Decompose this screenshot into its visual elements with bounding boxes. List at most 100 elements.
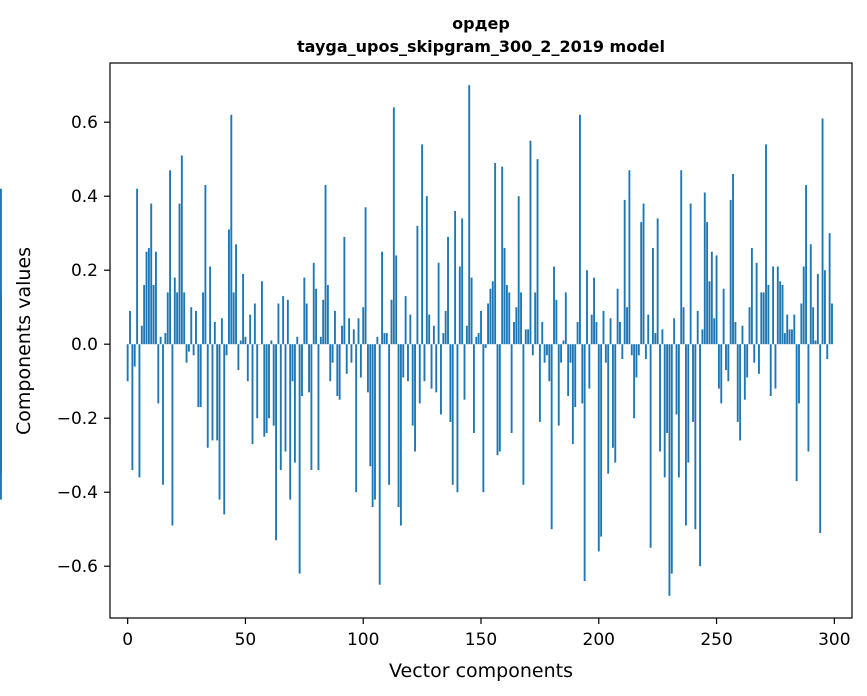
bar-291 [812, 307, 815, 345]
bar-14 [159, 336, 162, 345]
x-tick-label: 250 [700, 630, 732, 650]
bar-127 [425, 196, 428, 345]
bar-299 [831, 303, 833, 345]
bar-271 [765, 144, 767, 345]
bar-51 [246, 344, 249, 382]
bar-70 [291, 344, 294, 382]
bar-281 [788, 329, 791, 345]
bar-219 [642, 203, 645, 345]
bar-153 [487, 303, 489, 345]
bar-163 [510, 344, 513, 433]
bar-68 [286, 299, 289, 345]
bar-157 [496, 344, 499, 456]
bar-257 [732, 174, 734, 345]
bar-133 [440, 344, 442, 415]
bar-49 [242, 273, 245, 345]
bar-111 [388, 344, 391, 485]
bar-175 [538, 344, 541, 422]
bar-106 [376, 336, 379, 345]
bar-228 [663, 344, 666, 478]
bar-211 [623, 199, 626, 345]
bar-40 [220, 318, 223, 345]
bar-108 [381, 251, 383, 345]
bar-8 [145, 251, 148, 345]
bar-202 [602, 310, 605, 345]
bar-34 [206, 344, 209, 448]
bar-39 [218, 344, 221, 500]
bar-151 [482, 344, 485, 493]
bar-170 [527, 329, 530, 345]
bar-65 [279, 344, 282, 470]
bar-76 [305, 303, 308, 345]
bar-198 [593, 277, 595, 345]
bar-126 [423, 344, 426, 382]
bar-95 [350, 344, 353, 363]
bar-15 [162, 344, 164, 485]
bar-123 [416, 225, 419, 345]
bar-197 [590, 314, 593, 345]
bar-249 [713, 318, 716, 345]
bar-92 [343, 236, 346, 345]
bar-242 [696, 310, 699, 345]
bar-295 [821, 118, 824, 345]
bar-260 [739, 344, 742, 441]
bar-69 [289, 344, 292, 500]
bar-25 [185, 344, 188, 363]
bar-100 [362, 307, 365, 345]
bar-275 [774, 344, 777, 389]
bar-86 [329, 344, 332, 382]
bar-121 [411, 344, 414, 426]
bar-244 [701, 329, 704, 345]
x-tick-label: 200 [583, 630, 615, 650]
bar-215 [633, 344, 636, 419]
bar-221 [647, 314, 650, 345]
bar-174 [536, 159, 539, 345]
bar-199 [595, 322, 598, 345]
bar-208 [616, 288, 619, 345]
bar-259 [736, 344, 739, 422]
bar-75 [303, 277, 306, 345]
bar-293 [816, 273, 819, 345]
bar-85 [326, 285, 329, 345]
bar-81 [317, 344, 320, 470]
bar-209 [619, 322, 621, 345]
bar-141 [458, 266, 461, 345]
y-tick-label: −0.6 [57, 557, 98, 577]
bar-33 [204, 185, 207, 345]
bar-250 [715, 255, 718, 345]
bar-297 [826, 344, 829, 359]
bar-223 [652, 248, 654, 345]
bar-266 [753, 344, 756, 363]
bar-189 [571, 344, 574, 445]
bar-79 [312, 262, 315, 345]
bar-180 [550, 344, 553, 530]
bar-227 [661, 329, 664, 345]
bar-43 [228, 229, 230, 345]
bar-263 [746, 344, 749, 378]
bar-98 [357, 318, 360, 345]
bar-149 [477, 333, 480, 345]
bar-77 [308, 344, 310, 393]
bars-group [0, 85, 833, 596]
bar-253 [722, 288, 725, 345]
bar-60 [268, 344, 270, 419]
bar-120 [409, 314, 412, 345]
y-tick-label: 0.2 [71, 261, 98, 281]
bar-187 [567, 344, 570, 396]
x-tick-label: 100 [347, 630, 379, 650]
bar-23 [180, 155, 183, 345]
y-tick-label: 0.4 [71, 187, 98, 207]
bar-205 [609, 318, 612, 345]
bar-115 [397, 344, 400, 507]
bar-143 [463, 344, 466, 400]
bar-162 [508, 292, 511, 345]
bar-248 [710, 251, 713, 345]
bar-71 [293, 344, 296, 463]
bar-254 [725, 344, 727, 371]
bar-1 [129, 310, 131, 345]
bar-66 [282, 296, 285, 345]
bar-206 [611, 344, 614, 448]
bar-128 [428, 314, 431, 345]
bar-210 [621, 344, 624, 359]
bar-292 [814, 340, 817, 345]
